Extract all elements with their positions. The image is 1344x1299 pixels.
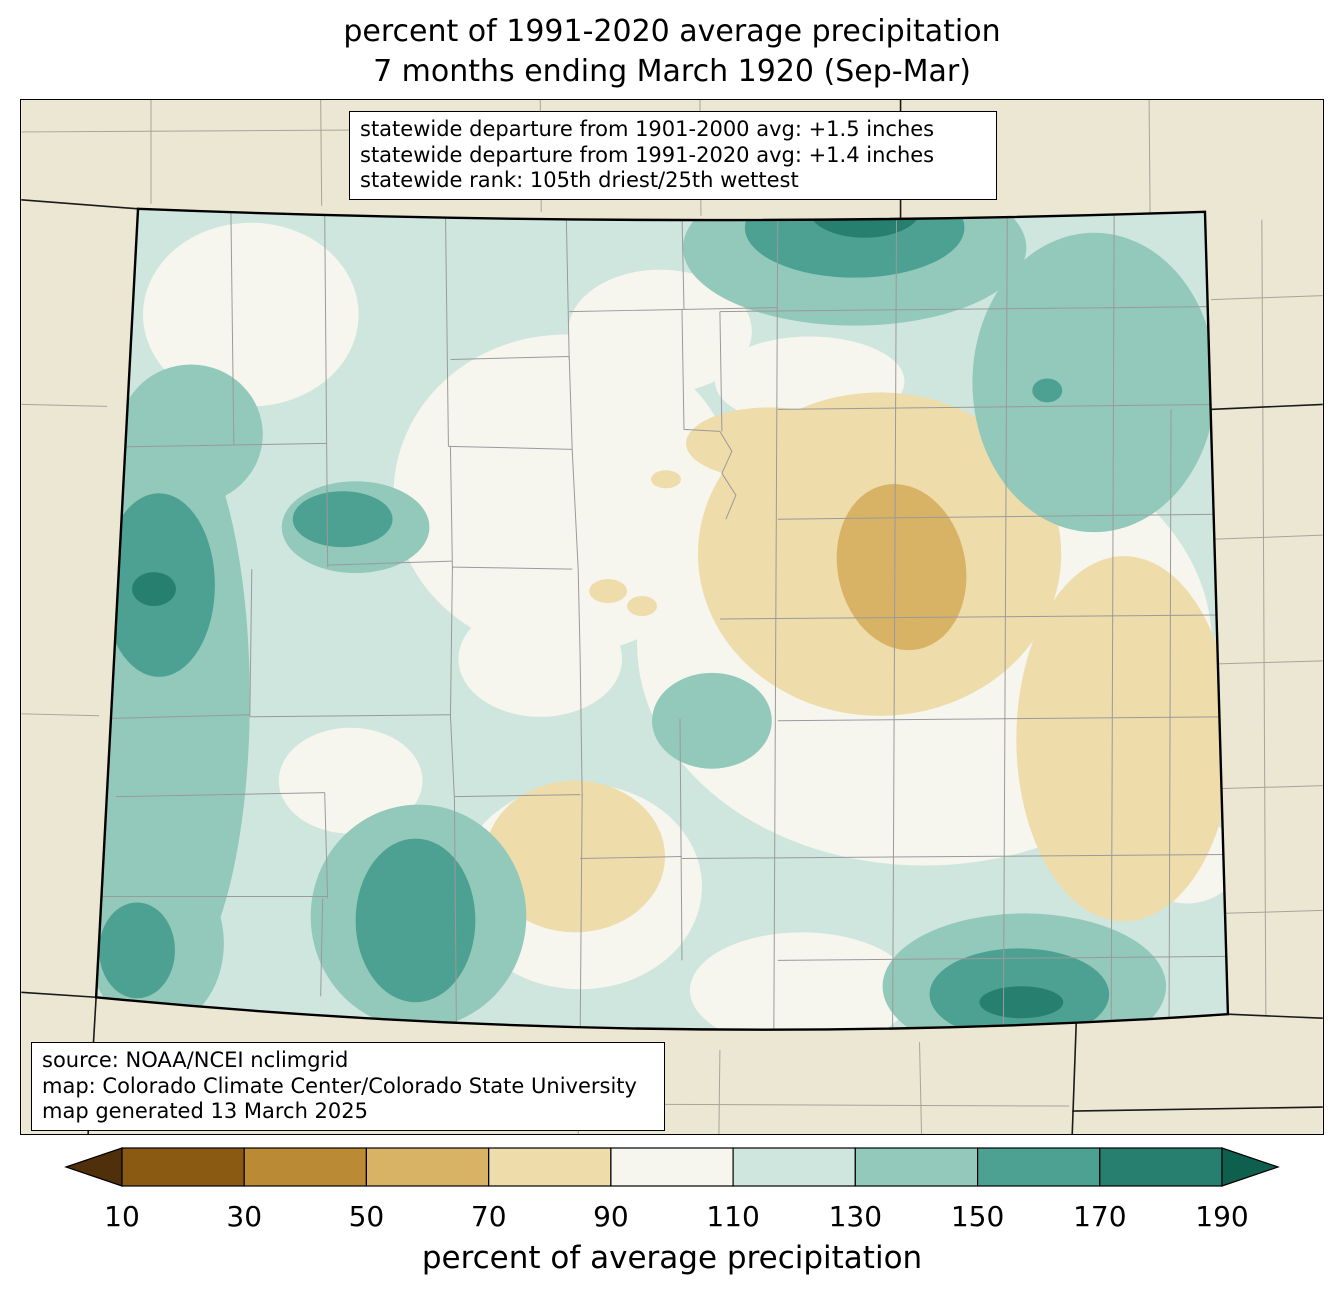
map-area: statewide departure from 1901-2000 avg: … — [20, 99, 1324, 1135]
colorbar-tick-10: 10 — [104, 1200, 140, 1233]
contour-blob — [627, 596, 658, 617]
stats-line-2: statewide departure from 1991-2020 avg: … — [360, 142, 935, 167]
colorado-state-border — [94, 207, 1230, 1031]
contour-blob — [355, 838, 476, 1003]
statewide-stats-box: statewide departure from 1901-2000 avg: … — [349, 111, 997, 200]
figure-title: percent of 1991-2020 average precipitati… — [0, 12, 1344, 92]
colorbar-segment-50-70 — [365, 1147, 490, 1187]
contour-blob — [292, 491, 393, 548]
colorbar-tick-130: 130 — [829, 1200, 882, 1233]
contour-blob — [1032, 378, 1063, 403]
contour-blob — [143, 222, 359, 407]
contour-blob — [652, 672, 772, 769]
contour-layer-50-70 — [836, 484, 967, 651]
colorbar-segment-110-130 — [732, 1147, 856, 1187]
contour-blob — [99, 902, 175, 999]
contour-blob — [119, 364, 263, 505]
contour-blob — [685, 407, 854, 480]
contour-blob — [651, 470, 681, 489]
colorbar-over-arrow — [1221, 1147, 1280, 1187]
source-line-2: map: Colorado Climate Center/Colorado St… — [42, 1073, 637, 1098]
colorbar-tick-190: 190 — [1195, 1200, 1248, 1233]
source-line-3: map generated 13 March 2025 — [42, 1099, 369, 1123]
contour-blob — [485, 780, 666, 933]
contour-blob — [393, 334, 737, 654]
stats-line-1: statewide departure from 1901-2000 avg: … — [360, 117, 935, 141]
colorbar-segment-90-110 — [610, 1147, 734, 1187]
source-line-1: source: NOAA/NCEI nclimgrid — [42, 1048, 349, 1072]
colorbar-tick-50: 50 — [349, 1200, 385, 1233]
colorbar-under-arrow — [64, 1147, 123, 1187]
title-line-1: percent of 1991-2020 average precipitati… — [343, 14, 1001, 49]
colorbar-label: percent of average precipitation — [421, 1240, 923, 1276]
colorbar-segment-150-170 — [976, 1147, 1101, 1187]
title-line-2: 7 months ending March 1920 (Sep-Mar) — [373, 54, 971, 89]
source-box: source: NOAA/NCEI nclimgrid map: Colorad… — [31, 1042, 665, 1131]
colorbar-tick-90: 90 — [593, 1200, 629, 1233]
contour-blob — [589, 579, 628, 604]
contour-blob — [132, 572, 176, 607]
colorbar-tick-170: 170 — [1073, 1200, 1126, 1233]
stats-line-3: statewide rank: 105th driest/25th wettes… — [360, 168, 799, 192]
colorbar-tick-30: 30 — [226, 1200, 262, 1233]
contour-blob — [1016, 556, 1228, 922]
colorbar-segment-130-150 — [854, 1147, 979, 1187]
colorbar-tick-150: 150 — [951, 1200, 1004, 1233]
contour-blob — [979, 986, 1064, 1019]
county-boundaries — [97, 208, 1226, 1030]
contour-blob — [836, 484, 967, 651]
colorbar: 10 30 50 70 90 110 130 150 170 190 — [64, 1147, 1280, 1233]
colorbar-segment-30-50 — [243, 1147, 367, 1187]
colorbar-segment-170-190 — [1099, 1147, 1223, 1187]
colorado-precipitation-map — [21, 100, 1323, 1134]
colorbar-segment-10-30 — [121, 1147, 245, 1187]
contour-blob — [568, 269, 752, 394]
colorbar-tick-70: 70 — [471, 1200, 507, 1233]
contour-blob — [278, 727, 423, 834]
contour-blob — [458, 601, 623, 717]
colorbar-segment-70-90 — [488, 1147, 612, 1187]
colorbar-tick-110: 110 — [706, 1200, 759, 1233]
contour-blob — [689, 932, 914, 1030]
state-contours — [96, 208, 1228, 1030]
